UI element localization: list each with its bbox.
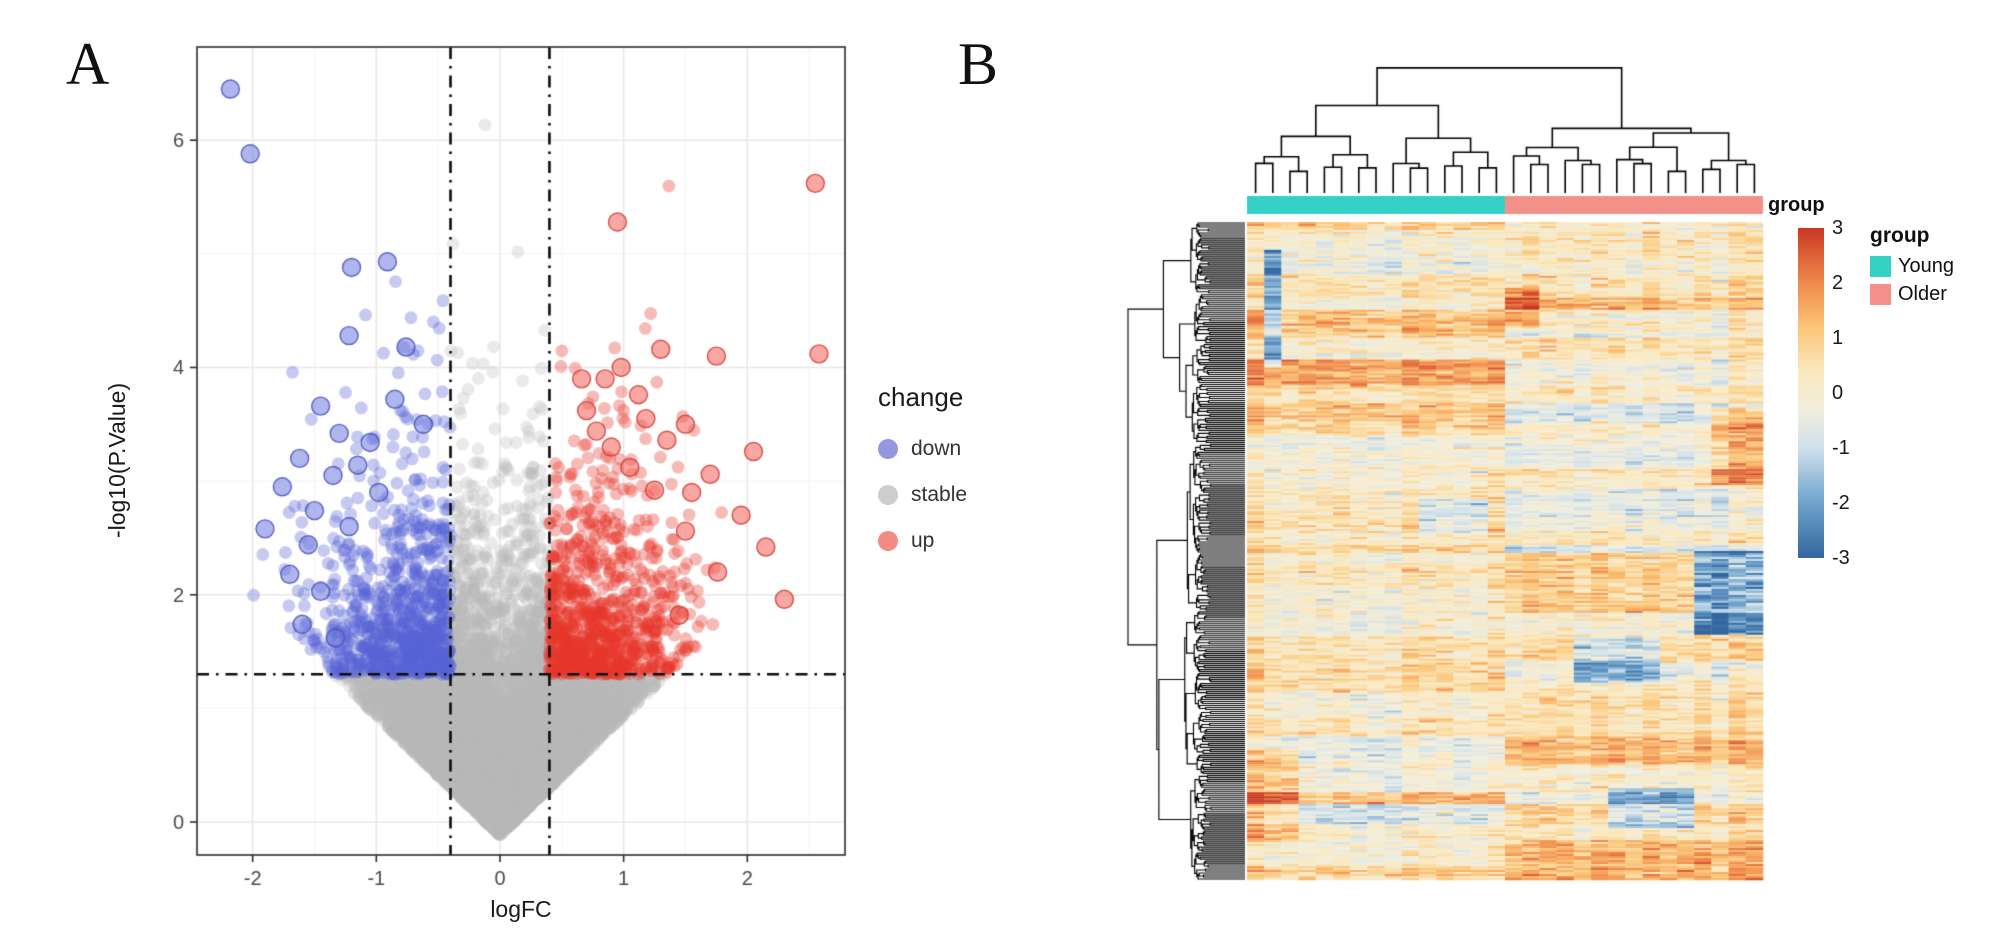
colorbar-tick: 3 [1832,217,1844,239]
heatmap-annotation-group-label: group [1768,194,1825,216]
colorbar-tick: -1 [1832,437,1850,459]
group-legend-item-older: Older [1870,282,1954,306]
volcano-legend: change down stable up [878,382,967,575]
legend-item-down: down [878,437,967,461]
heatmap-group-legend-items: Young Older [1870,254,1954,306]
panel-a-label: A [66,31,110,97]
colorbar-tick: -2 [1832,492,1850,514]
legend-item-up: up [878,529,967,553]
group-legend-label: Older [1898,282,1947,305]
legend-item-stable: stable [878,483,967,507]
volcano-x-axis-label: logFC [490,896,552,922]
colorbar-tick: 1 [1832,327,1844,349]
volcano-legend-title: change [878,382,964,412]
volcano-legend-items: down stable up [878,437,967,553]
young-swatch-icon [1870,255,1891,277]
volcano-plot-canvas [150,30,870,910]
colorbar-tick: -3 [1832,547,1850,569]
colorbar-tick: 2 [1832,272,1844,294]
stable-point-icon [878,485,898,505]
heatmap-group-legend-title: group [1870,224,1930,247]
heatmap-group-legend: group Young Older [1870,224,1954,310]
heatmap-canvas [1100,35,1790,900]
group-legend-item-young: Young [1870,254,1954,278]
volcano-y-axis-label: -log10(P.Value) [104,382,130,538]
group-legend-label: Young [1898,254,1954,277]
legend-item-label: down [911,437,962,460]
up-point-icon [878,531,898,551]
older-swatch-icon [1870,283,1891,305]
colorbar-tick: 0 [1832,382,1844,404]
down-point-icon [878,439,898,459]
heatmap-colorbar [1798,228,1824,558]
panel-b-label: B [958,31,999,97]
legend-item-label: up [911,529,935,552]
legend-item-label: stable [911,483,968,506]
